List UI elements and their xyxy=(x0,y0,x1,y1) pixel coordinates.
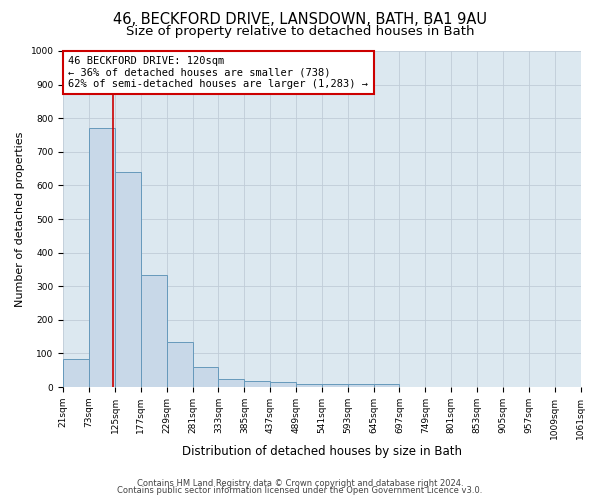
Bar xyxy=(141,274,167,387)
Text: 46 BECKFORD DRIVE: 120sqm
← 36% of detached houses are smaller (738)
62% of semi: 46 BECKFORD DRIVE: 120sqm ← 36% of detac… xyxy=(68,56,368,89)
Text: Contains HM Land Registry data © Crown copyright and database right 2024.: Contains HM Land Registry data © Crown c… xyxy=(137,478,463,488)
Bar xyxy=(193,367,218,387)
Bar xyxy=(322,384,348,387)
Bar xyxy=(115,172,141,387)
Bar xyxy=(270,382,296,387)
X-axis label: Distribution of detached houses by size in Bath: Distribution of detached houses by size … xyxy=(182,444,462,458)
Bar xyxy=(244,381,270,387)
Text: Contains public sector information licensed under the Open Government Licence v3: Contains public sector information licen… xyxy=(118,486,482,495)
Bar xyxy=(374,384,400,387)
Y-axis label: Number of detached properties: Number of detached properties xyxy=(15,132,25,306)
Bar xyxy=(218,378,244,387)
Bar xyxy=(89,128,115,387)
Bar xyxy=(167,342,193,387)
Text: 46, BECKFORD DRIVE, LANSDOWN, BATH, BA1 9AU: 46, BECKFORD DRIVE, LANSDOWN, BATH, BA1 … xyxy=(113,12,487,28)
Bar xyxy=(296,384,322,387)
Bar xyxy=(63,358,89,387)
Text: Size of property relative to detached houses in Bath: Size of property relative to detached ho… xyxy=(126,25,474,38)
Bar xyxy=(348,384,374,387)
